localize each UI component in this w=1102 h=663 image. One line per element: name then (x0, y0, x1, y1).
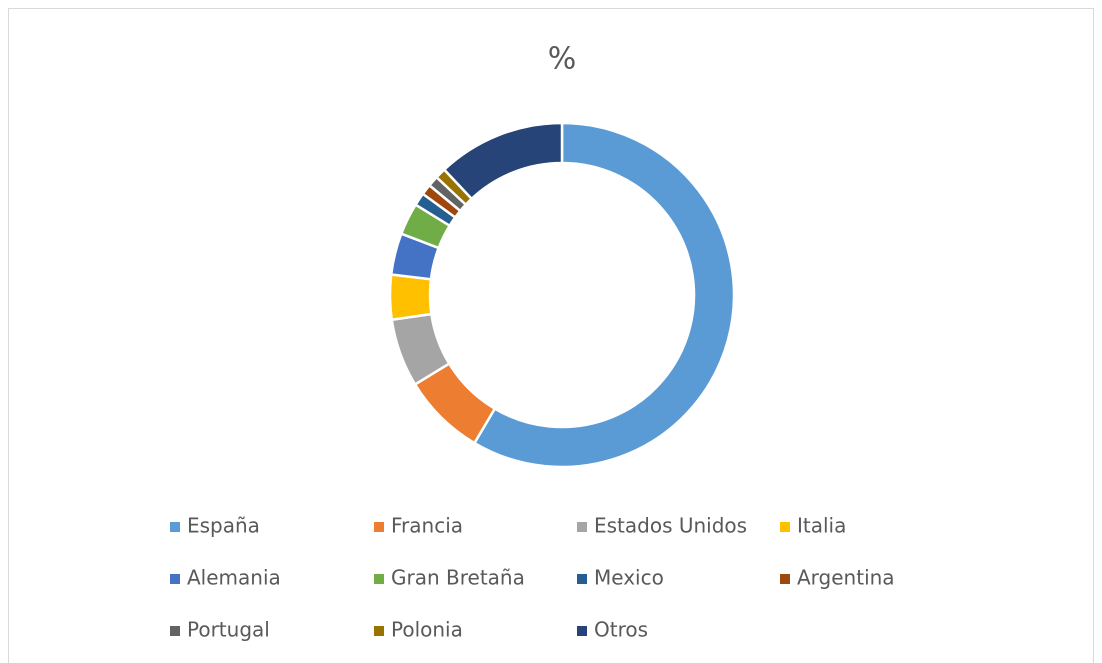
legend-label: Portugal (187, 618, 270, 642)
legend-label: Francia (391, 514, 463, 538)
donut-slice (442, 121, 564, 201)
chart-border (8, 8, 1094, 663)
donut-slice (388, 273, 433, 322)
legend-swatch (374, 522, 384, 532)
legend-label: Argentina (797, 566, 895, 590)
legend-label: Italia (797, 514, 846, 538)
legend-swatch (170, 574, 180, 584)
legend-swatch (780, 522, 790, 532)
legend-swatch (577, 626, 587, 636)
legend-swatch (170, 522, 180, 532)
legend-label: Alemania (187, 566, 281, 590)
legend-label: Polonia (391, 618, 463, 642)
legend-label: Estados Unidos (594, 514, 747, 538)
legend-swatch (374, 574, 384, 584)
legend-swatch (170, 626, 180, 636)
legend-swatch (577, 522, 587, 532)
legend-label: Otros (594, 618, 648, 642)
donut-slice (472, 121, 736, 469)
legend-swatch (780, 574, 790, 584)
legend-swatch (577, 574, 587, 584)
legend-swatch (374, 626, 384, 636)
legend-label: España (187, 514, 260, 538)
legend-label: Mexico (594, 566, 664, 590)
chart-title: % (548, 42, 577, 77)
legend-label: Gran Bretaña (391, 566, 525, 590)
